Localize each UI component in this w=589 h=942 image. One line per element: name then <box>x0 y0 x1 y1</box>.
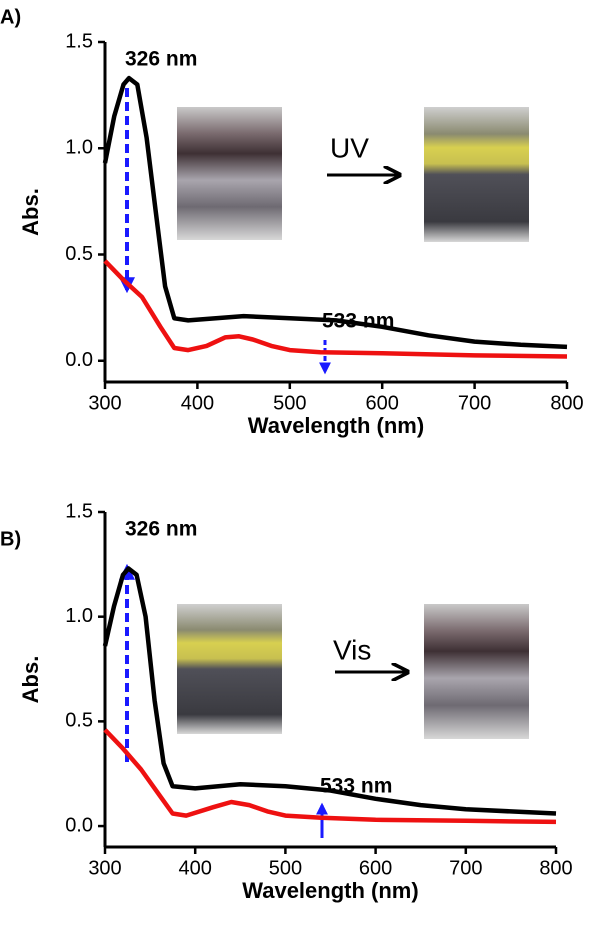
y-tick-label: 1.0 <box>65 137 93 159</box>
x-axis-title: Wavelength (nm) <box>242 878 418 903</box>
panel-label: A) <box>0 6 21 28</box>
y-axis-title: Abs. <box>18 656 43 704</box>
photo <box>177 604 282 734</box>
x-tick-label: 700 <box>458 392 491 414</box>
x-tick-label: 300 <box>88 392 121 414</box>
y-tick-label: 1.5 <box>65 30 93 52</box>
x-tick-label: 500 <box>269 857 302 879</box>
process-label: Vis <box>333 634 371 665</box>
x-tick-label: 800 <box>550 392 583 414</box>
y-tick-label: 0.0 <box>65 814 93 836</box>
y-tick-label: 0.0 <box>65 349 93 371</box>
photo <box>424 604 529 739</box>
line-series <box>102 75 568 350</box>
x-tick-label: 600 <box>366 392 399 414</box>
panel-label: B) <box>0 528 21 550</box>
photo <box>177 107 282 240</box>
line-series <box>103 259 568 359</box>
photo <box>424 107 529 242</box>
annotation: 533 nm <box>320 775 392 798</box>
x-tick-label: 400 <box>179 857 212 879</box>
x-tick-label: 800 <box>539 857 572 879</box>
y-tick-label: 0.5 <box>65 243 93 265</box>
y-tick-label: 1.5 <box>65 500 93 522</box>
y-tick-label: 0.5 <box>65 710 93 732</box>
annotation: 326 nm <box>125 518 197 541</box>
annotation: 533 nm <box>322 310 394 333</box>
y-axis-title: Abs. <box>18 188 43 236</box>
annotation: 326 nm <box>125 48 197 71</box>
process-label: UV <box>330 132 369 163</box>
x-axis-title: Wavelength (nm) <box>248 413 424 438</box>
x-tick-label: 500 <box>273 392 306 414</box>
x-tick-label: 700 <box>449 857 482 879</box>
line-series <box>102 566 557 816</box>
x-tick-label: 400 <box>181 392 214 414</box>
x-tick-label: 300 <box>88 857 121 879</box>
x-tick-label: 600 <box>359 857 392 879</box>
line-series <box>103 728 557 825</box>
y-tick-label: 1.0 <box>65 605 93 627</box>
